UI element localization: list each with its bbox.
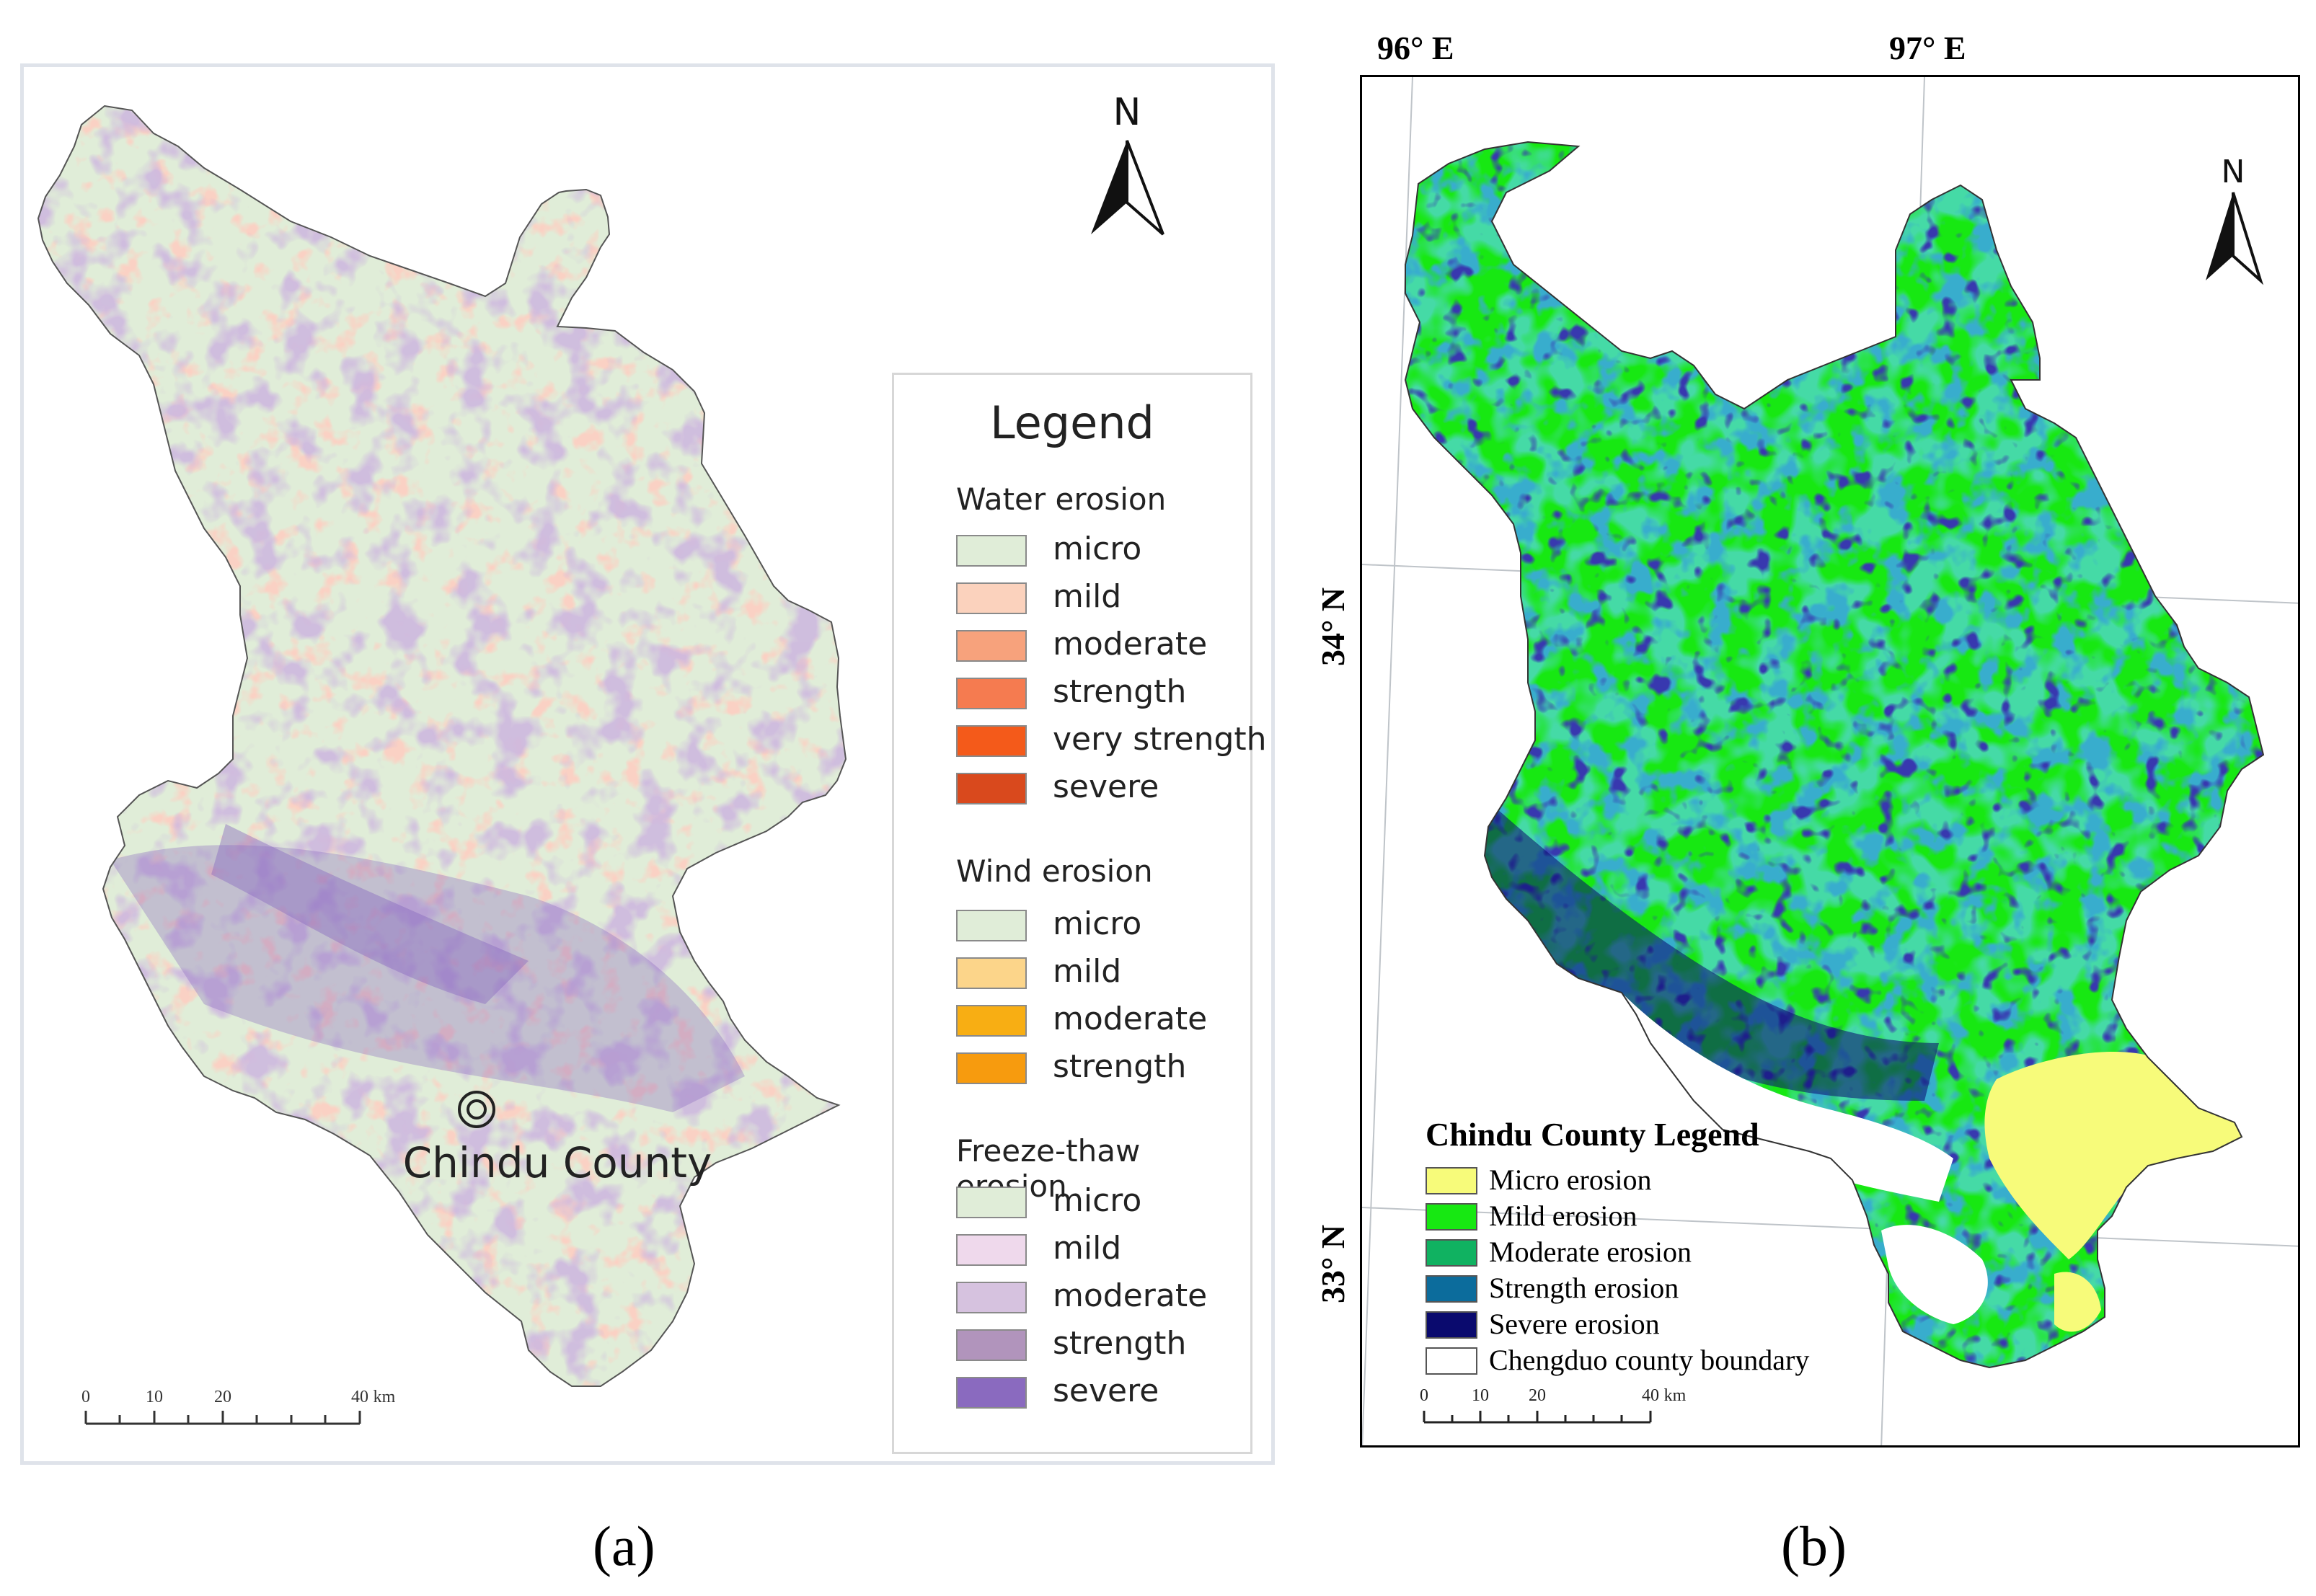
- legend-label: moderate: [1053, 626, 1208, 662]
- legend-panel-a: Legend Water erosion micro mild moderate…: [892, 373, 1267, 1454]
- legend-swatch: [1426, 1239, 1477, 1267]
- legend-title-a: Legend: [990, 396, 1154, 449]
- legend-label: severe: [1053, 768, 1159, 805]
- legend-label: micro: [1053, 1182, 1142, 1219]
- panel-b-map-frame: N 0 10 20 40 km Chindu County Legend Mic…: [1360, 75, 2300, 1448]
- legend-swatch: [956, 910, 1027, 941]
- scale-tick-20: 20: [214, 1388, 231, 1406]
- scale-tick-0: 0: [81, 1388, 90, 1406]
- county-boundary: [1404, 141, 2265, 1369]
- legend-group-wind: Wind erosion: [956, 854, 1153, 889]
- legend-swatch: [956, 1187, 1027, 1218]
- legend-label: moderate: [1053, 1277, 1208, 1314]
- legend-swatch: [956, 678, 1027, 709]
- north-label-a: N: [1113, 91, 1141, 134]
- scale-bar-a: [84, 1411, 361, 1425]
- north-label-b: N: [2222, 154, 2245, 190]
- legend-label: Chengduo county boundary: [1489, 1344, 1810, 1376]
- county-seat-marker-icon: [458, 1091, 495, 1128]
- legend-label: severe: [1053, 1373, 1159, 1409]
- legend-label: micro: [1053, 531, 1142, 567]
- north-arrow-icon: [2206, 192, 2264, 285]
- caption-a: (a): [593, 1515, 655, 1577]
- legend-label: mild: [1053, 953, 1122, 990]
- lat-label-34n: 34° N: [1314, 587, 1351, 666]
- legend-group-water: Water erosion: [956, 482, 1167, 517]
- legend-label: mild: [1053, 578, 1122, 615]
- legend-label: micro: [1053, 905, 1142, 942]
- legend-label: strength: [1053, 1048, 1187, 1085]
- scale-tick-40: 40: [351, 1388, 368, 1406]
- legend-label: very strength: [1053, 721, 1267, 758]
- legend-label: Mild erosion: [1489, 1200, 1637, 1232]
- scale-tick-10: 10: [1472, 1386, 1489, 1405]
- legend-group-freeze-thaw: Freeze-thaw erosion: [956, 1133, 1141, 1204]
- legend-swatch: [956, 957, 1027, 989]
- legend-label: Strength erosion: [1489, 1272, 1679, 1304]
- legend-label: mild: [1053, 1230, 1122, 1267]
- legend-label: strength: [1053, 673, 1187, 710]
- legend-label: Moderate erosion: [1489, 1236, 1692, 1268]
- lon-label-96e: 96° E: [1377, 30, 1454, 66]
- legend-label: Micro erosion: [1489, 1163, 1652, 1196]
- scale-tick-0: 0: [1420, 1386, 1428, 1405]
- legend-swatch: [956, 1052, 1027, 1084]
- scale-bar-b: [1423, 1411, 1652, 1424]
- panel-a-map-frame: N Chindu County 0 10 20 40 km Legend Wat…: [20, 63, 1275, 1465]
- legend-swatch: [956, 630, 1027, 662]
- legend-swatch: [956, 1377, 1027, 1409]
- legend-swatch: [1426, 1275, 1477, 1303]
- legend-swatch: [1426, 1311, 1477, 1339]
- panel-b-map: N 0 10 20 40 km: [1362, 77, 2298, 1445]
- legend-swatch: [956, 1234, 1027, 1266]
- caption-b: (b): [1781, 1515, 1847, 1577]
- legend-swatch: [956, 1282, 1027, 1313]
- legend-swatch: [1426, 1203, 1477, 1231]
- legend-label: moderate: [1053, 1001, 1208, 1037]
- scale-tick-20: 20: [1529, 1386, 1546, 1405]
- north-arrow-icon: [1091, 140, 1164, 236]
- legend-label: Severe erosion: [1489, 1308, 1660, 1340]
- scale-unit-a: km: [374, 1388, 396, 1406]
- legend-title-b: Chindu County Legend: [1426, 1116, 1759, 1153]
- lon-label-97e: 97° E: [1889, 30, 1966, 66]
- legend-swatch: [956, 1005, 1027, 1037]
- legend-swatch: [956, 725, 1027, 757]
- lat-label-33n: 33° N: [1314, 1224, 1351, 1303]
- legend-swatch: [1426, 1167, 1477, 1194]
- legend-swatch: [956, 582, 1027, 614]
- legend-swatch: [956, 1329, 1027, 1361]
- legend-swatch: [956, 535, 1027, 567]
- place-label: Chindu County: [403, 1138, 712, 1187]
- legend-swatch: [1426, 1347, 1477, 1375]
- scale-unit-b: km: [1664, 1386, 1687, 1405]
- scale-tick-40: 40: [1642, 1386, 1659, 1405]
- legend-label: strength: [1053, 1325, 1187, 1362]
- panel-a-map: N Chindu County 0 10 20 40 km: [37, 91, 1164, 1425]
- scale-tick-10: 10: [146, 1388, 163, 1406]
- legend-swatch: [956, 773, 1027, 804]
